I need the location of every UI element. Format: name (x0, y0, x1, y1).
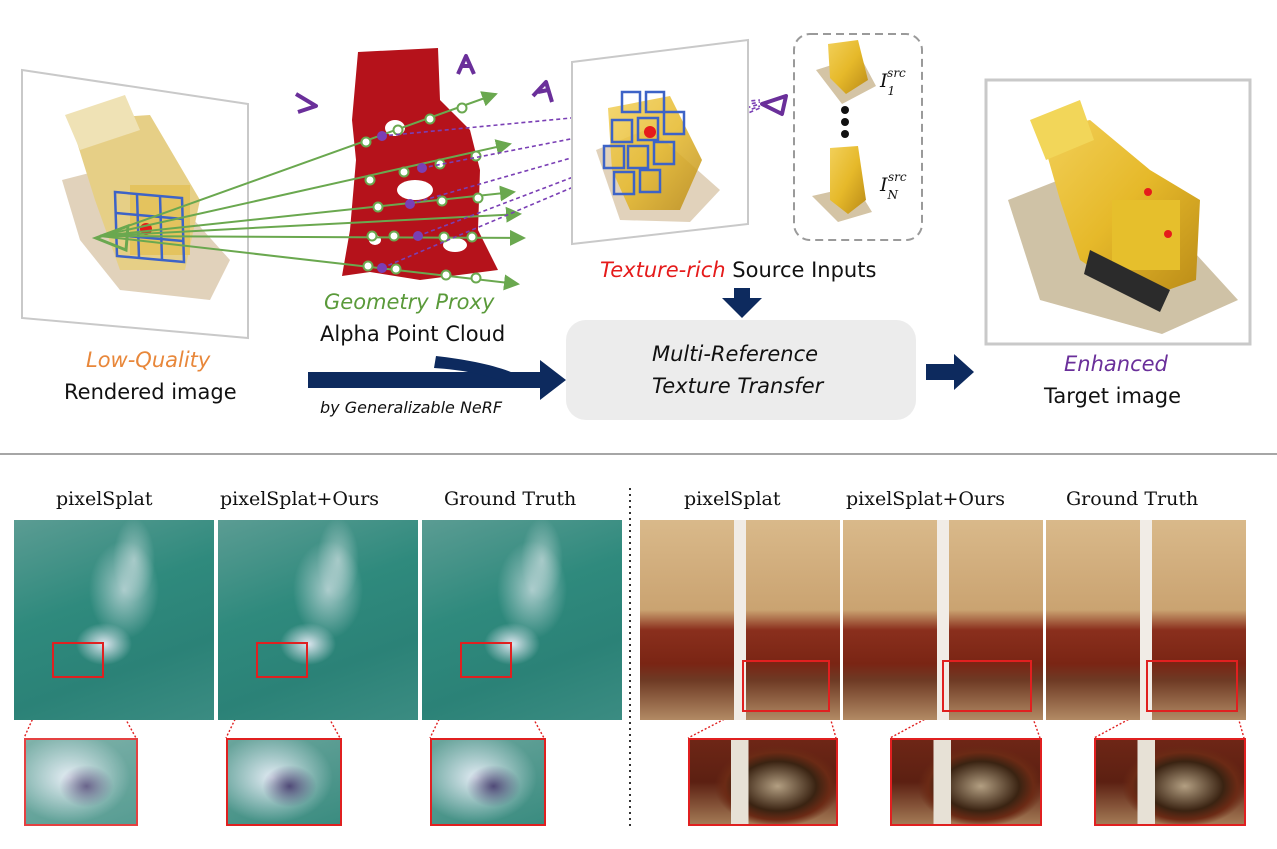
camera-icons (294, 54, 788, 116)
source-label-1: I1src (880, 66, 906, 98)
left-title-pixelsplat-ours: pixelSplat+Ours (220, 488, 380, 510)
flow-arrows (308, 288, 974, 400)
source-center-point (644, 126, 656, 138)
texture-rich-caption: Texture-rich Source Inputs (600, 258, 876, 282)
ocean-ours-image (218, 520, 418, 720)
source-thumbnail-1 (816, 40, 876, 104)
ocean-roi-1 (52, 642, 104, 678)
room-zoom-ours (890, 738, 1042, 826)
left-title-pixelsplat: pixelSplat (56, 488, 153, 510)
low-quality-label: Low-Quality (86, 348, 211, 372)
room-pixelsplat-image (640, 520, 840, 720)
ocean-zoom-pixelsplat (24, 738, 138, 826)
source-inputs-text: Source Inputs (732, 258, 877, 282)
ellipsis-dots (841, 106, 849, 138)
target-image-label: Target image (1044, 384, 1182, 408)
texture-rich-accent: Texture-rich (600, 258, 726, 282)
ocean-zoom-ours (226, 738, 342, 826)
room-zoom-pixelsplat (688, 738, 838, 826)
source-inputs-box (793, 33, 923, 241)
source-label-n: INsrc (880, 170, 907, 202)
rendered-image-label: Rendered image (64, 380, 237, 404)
ocean-roi-2 (256, 642, 308, 678)
ocean-zoom-gt (430, 738, 546, 826)
module-line-2: Texture Transfer (652, 374, 824, 398)
right-title-pixelsplat: pixelSplat (684, 488, 781, 510)
room-roi-2 (942, 660, 1032, 712)
enhanced-image (984, 78, 1252, 346)
room-roi-1 (742, 660, 830, 712)
enhanced-label: Enhanced (1064, 352, 1168, 376)
room-zoom-gt (1094, 738, 1246, 826)
left-title-ground-truth: Ground Truth (444, 488, 577, 510)
room-roi-3 (1146, 660, 1238, 712)
ocean-roi-3 (460, 642, 512, 678)
alpha-point-cloud-label: Alpha Point Cloud (320, 322, 506, 346)
texture-transfer-module (566, 320, 916, 420)
module-line-1: Multi-Reference (652, 342, 819, 366)
right-title-pixelsplat-ours: pixelSplat+Ours (846, 488, 1006, 510)
ocean-pixelsplat-image (14, 520, 214, 720)
geometry-proxy-label: Geometry Proxy (324, 290, 495, 314)
ray-samples (360, 102, 484, 284)
ocean-gt-image (422, 520, 622, 720)
source-thumbnail-n (812, 146, 872, 222)
right-title-ground-truth: Ground Truth (1066, 488, 1199, 510)
low-quality-image (21, 68, 249, 340)
camera-arrow-icon (91, 223, 130, 253)
source-patch-grid (602, 90, 686, 196)
nerf-caption: by Generalizable NeRF (320, 398, 503, 417)
